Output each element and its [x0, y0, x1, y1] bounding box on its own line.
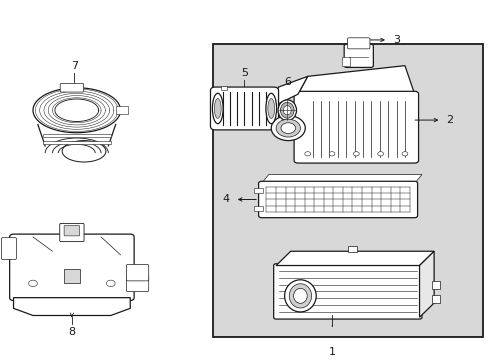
Bar — [42, 141, 111, 144]
Ellipse shape — [278, 100, 296, 121]
FancyBboxPatch shape — [64, 226, 80, 236]
Ellipse shape — [328, 152, 334, 156]
Bar — [254, 188, 263, 193]
FancyBboxPatch shape — [126, 275, 148, 292]
Bar — [347, 246, 356, 252]
Ellipse shape — [281, 123, 295, 134]
Text: 7: 7 — [71, 60, 78, 71]
Text: 8: 8 — [68, 327, 75, 337]
Ellipse shape — [106, 280, 115, 287]
Polygon shape — [261, 175, 421, 184]
Polygon shape — [33, 88, 120, 133]
FancyBboxPatch shape — [60, 84, 83, 92]
Ellipse shape — [284, 280, 316, 312]
Bar — [212, 44, 482, 337]
Ellipse shape — [401, 152, 407, 156]
Ellipse shape — [293, 288, 306, 303]
Polygon shape — [276, 251, 433, 266]
FancyBboxPatch shape — [126, 265, 148, 281]
FancyBboxPatch shape — [344, 44, 372, 67]
Text: 3: 3 — [392, 35, 399, 45]
Bar — [351, 62, 361, 67]
Ellipse shape — [29, 280, 37, 287]
FancyBboxPatch shape — [210, 87, 278, 130]
Polygon shape — [268, 76, 307, 108]
Text: 2: 2 — [446, 115, 452, 125]
Ellipse shape — [212, 93, 223, 123]
Ellipse shape — [304, 152, 310, 156]
Ellipse shape — [271, 116, 305, 141]
Text: 1: 1 — [328, 347, 335, 357]
FancyBboxPatch shape — [347, 38, 369, 49]
Ellipse shape — [265, 93, 276, 123]
FancyBboxPatch shape — [1, 238, 17, 260]
FancyBboxPatch shape — [273, 264, 421, 319]
Bar — [64, 269, 80, 283]
Ellipse shape — [62, 141, 106, 162]
Ellipse shape — [353, 152, 359, 156]
Ellipse shape — [267, 99, 274, 118]
Bar — [254, 206, 263, 211]
Text: 4: 4 — [223, 194, 229, 204]
Bar — [431, 295, 440, 303]
Ellipse shape — [377, 152, 383, 156]
FancyBboxPatch shape — [293, 91, 418, 163]
Ellipse shape — [283, 105, 290, 115]
Polygon shape — [297, 66, 414, 94]
Ellipse shape — [280, 102, 293, 118]
Ellipse shape — [214, 99, 221, 118]
Bar — [341, 57, 350, 66]
Bar — [431, 281, 440, 289]
Polygon shape — [14, 298, 130, 315]
Ellipse shape — [276, 119, 300, 137]
Polygon shape — [419, 251, 433, 317]
FancyBboxPatch shape — [60, 224, 84, 242]
Bar — [221, 86, 226, 90]
Bar — [42, 134, 111, 137]
Ellipse shape — [288, 284, 311, 308]
Text: 6: 6 — [283, 77, 290, 87]
FancyBboxPatch shape — [258, 181, 417, 218]
FancyBboxPatch shape — [10, 234, 134, 301]
Bar — [116, 106, 127, 114]
Text: 5: 5 — [241, 68, 247, 78]
